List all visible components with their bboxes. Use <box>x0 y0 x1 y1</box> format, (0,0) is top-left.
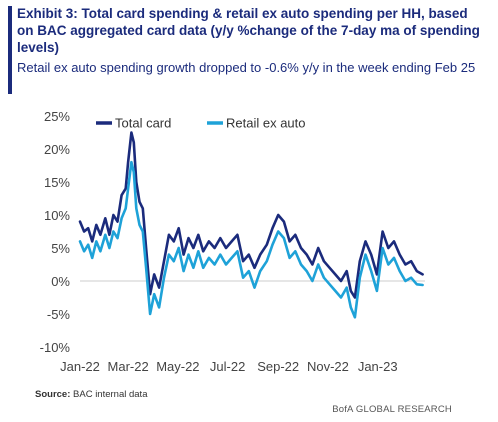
legend-label: Total card <box>115 116 171 131</box>
y-tick-label: 25% <box>44 109 70 124</box>
series-lines <box>78 131 424 319</box>
source-note: Source: BAC internal data <box>35 389 147 400</box>
legend-item-total-card: Total card <box>96 116 171 131</box>
y-tick-label: 15% <box>44 175 70 190</box>
x-axis-ticks: Jan-22 Mar-22 May-22 Jul-22 Sep-22 Nov-22 Jan-… <box>60 359 397 374</box>
y-axis-ticks: 25% 20% 15% 10% 5% 0% -5% -10% <box>40 109 71 355</box>
y-tick-label: -10% <box>40 340 71 355</box>
chart-title: Exhibit 3: Total card spending & retail … <box>17 6 480 55</box>
x-tick-label: May-22 <box>156 359 199 374</box>
y-tick-label: 5% <box>51 241 70 256</box>
title-accent-bar <box>8 6 12 94</box>
y-tick-label: 20% <box>44 142 70 157</box>
x-tick-label: Sep-22 <box>257 359 299 374</box>
y-tick-label: 10% <box>44 208 70 223</box>
series-line-total-card <box>78 131 424 299</box>
source-text: BAC internal data <box>73 389 148 400</box>
x-tick-label: Nov-22 <box>307 359 349 374</box>
chart-subtitle: Retail ex auto spending growth dropped t… <box>17 60 476 75</box>
y-tick-label: -5% <box>47 307 71 322</box>
source-label: Source: <box>35 389 71 400</box>
brand-label: BofA GLOBAL RESEARCH <box>332 404 452 415</box>
x-tick-label: Mar-22 <box>108 359 149 374</box>
legend: Total card Retail ex auto <box>96 116 306 131</box>
x-tick-label: Jan-23 <box>358 359 398 374</box>
x-tick-label: Jan-22 <box>60 359 100 374</box>
y-tick-label: 0% <box>51 274 70 289</box>
legend-item-retail-ex-auto: Retail ex auto <box>207 116 306 131</box>
line-chart: 25% 20% 15% 10% 5% 0% -5% -10% Jan-22 Mar-22 May-… <box>40 109 425 374</box>
legend-label: Retail ex auto <box>226 116 306 131</box>
x-tick-label: Jul-22 <box>210 359 245 374</box>
series-line-retail-ex-auto <box>78 160 424 319</box>
